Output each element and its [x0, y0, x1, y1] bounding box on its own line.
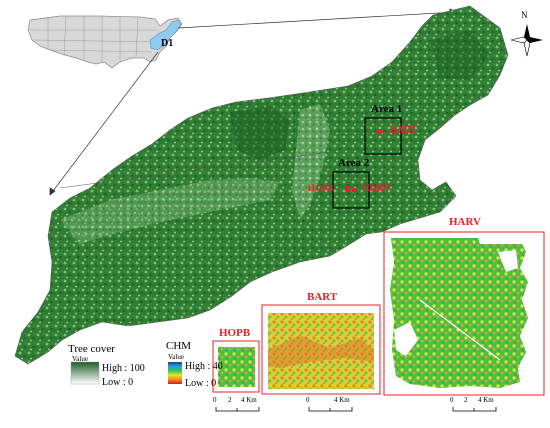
- scale-tick-4km: 4 Km: [241, 396, 257, 404]
- tree-cover-color-ramp: [70, 361, 100, 385]
- bart-ridge-band: [268, 335, 374, 368]
- hopb-chm-raster: [218, 347, 255, 387]
- chm-color-ramp: [168, 362, 182, 384]
- north-arrow-label: N: [521, 10, 528, 20]
- scale-tick-2: 2: [464, 396, 468, 404]
- chm-high-label: High : 40: [185, 361, 223, 372]
- scale-tick-2: 2: [228, 396, 232, 404]
- forest-dark-patch: [230, 106, 290, 160]
- inset-region-label: D1: [161, 38, 173, 49]
- scale-tick-0: 0: [450, 396, 454, 404]
- harv-water-gap: [498, 250, 518, 272]
- tree-cover-low-label: Low : 0: [102, 377, 134, 388]
- forest-dark-patch: [430, 30, 490, 80]
- tree-cover-value-label: Value: [72, 355, 88, 363]
- chm-value-label: Value: [168, 353, 184, 361]
- scale-tick-4km: 4 Km: [478, 396, 494, 404]
- forest-light-patch: [60, 178, 280, 244]
- tree-cover-high-label: High : 100: [102, 363, 145, 374]
- scale-tick-4km: 4 Km: [334, 396, 350, 404]
- scale-tick-0: 0: [306, 396, 310, 404]
- inset-state-lines: [30, 15, 161, 63]
- bart-panel: [261, 304, 381, 395]
- bart-panel-title: BART: [307, 291, 338, 303]
- area2-box: [332, 171, 370, 209]
- harv-site-marker: [352, 188, 356, 192]
- area2-label: Area 2: [338, 157, 370, 169]
- area1-label: Area 1: [371, 103, 403, 115]
- harv-site-label: HARV: [362, 183, 392, 194]
- hopb-site-marker: [345, 186, 350, 191]
- harv-panel: [383, 231, 545, 396]
- harv-chm-raster: [390, 238, 528, 388]
- hopb-panel-title: HOPB: [219, 327, 251, 339]
- bart-site-label: BART: [390, 125, 418, 136]
- forest-light-patch: [292, 104, 330, 220]
- inset-us-landmass: [27, 15, 183, 69]
- scale-bar-bart: [308, 407, 353, 412]
- scale-bar-hopb: [215, 407, 260, 412]
- bart-site-marker: [377, 129, 382, 134]
- hopb-panel: [212, 340, 260, 393]
- tree-cover-legend-title: Tree cover: [68, 343, 115, 355]
- scale-bar-harv: [452, 407, 497, 412]
- area1-box: [364, 117, 402, 155]
- hopb-site-label: HOPB: [308, 183, 334, 193]
- chm-low-label: Low : 0: [185, 378, 217, 389]
- coast-line-tail: [59, 151, 331, 189]
- chm-legend-title: CHM: [166, 340, 192, 352]
- inset-us-map: D1: [27, 15, 183, 69]
- north-arrow-icon: [510, 24, 543, 57]
- harv-panel-title: HARV: [449, 216, 482, 228]
- inset-d1-region: [149, 19, 182, 51]
- scale-tick-0: 0: [213, 396, 217, 404]
- harv-water-gap: [394, 322, 418, 356]
